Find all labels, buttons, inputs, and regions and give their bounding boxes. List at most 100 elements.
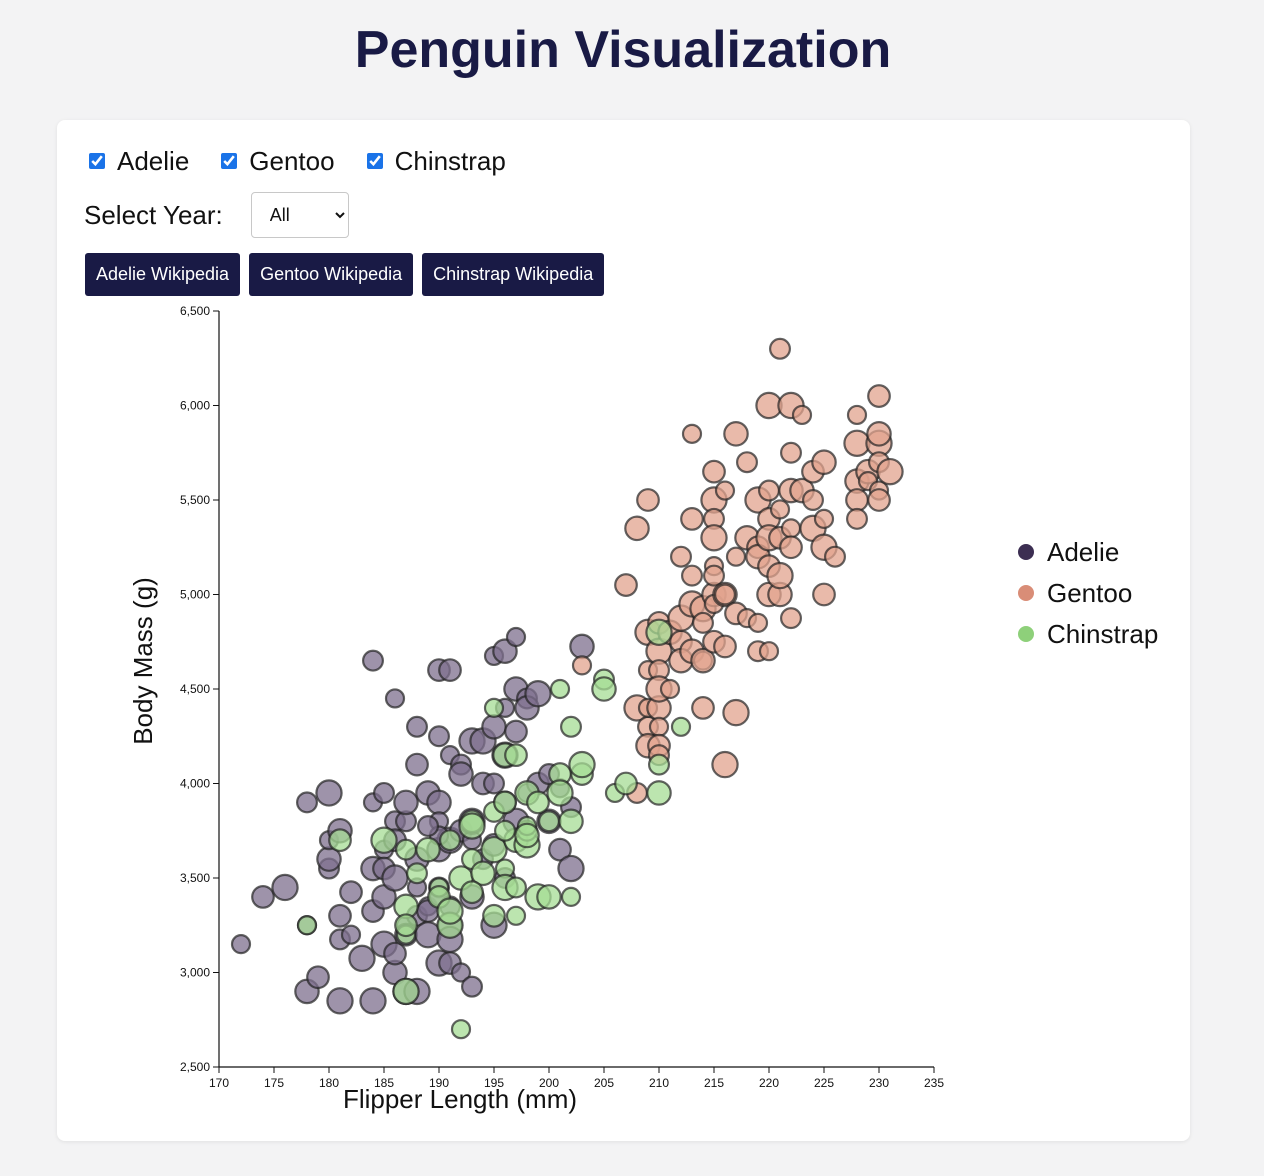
gentoo-point[interactable] (571, 655, 593, 676)
chinstrap-point[interactable] (480, 835, 508, 864)
adelie-point[interactable] (340, 924, 362, 945)
adelie-point[interactable] (505, 626, 527, 648)
gentoo-point[interactable] (768, 337, 791, 360)
gentoo-point[interactable] (801, 489, 824, 512)
adelie-point[interactable] (373, 781, 396, 804)
adelie-point[interactable] (438, 658, 462, 682)
adelie-point[interactable] (328, 903, 352, 928)
chinstrap-point[interactable] (505, 876, 528, 899)
adelie-point[interactable] (326, 987, 354, 1015)
chinstrap-point[interactable] (568, 750, 596, 779)
gentoo-point[interactable] (659, 678, 681, 700)
adelie-point[interactable] (405, 752, 429, 777)
adelie-point[interactable] (306, 965, 330, 990)
adelie-point[interactable] (483, 772, 506, 795)
chinstrap-point[interactable] (647, 753, 670, 776)
chinstrap-point[interactable] (483, 697, 505, 719)
gentoo-point[interactable] (680, 507, 704, 531)
gentoo-point[interactable] (823, 545, 846, 568)
adelie-point[interactable] (384, 688, 406, 709)
adelie-point[interactable] (450, 962, 472, 983)
adelie-point[interactable] (557, 854, 585, 883)
chinstrap-checkbox[interactable] (366, 153, 383, 169)
chinstrap-point[interactable] (670, 716, 692, 737)
adelie-point[interactable] (381, 864, 409, 892)
gentoo-point[interactable] (747, 612, 769, 633)
gentoo-point[interactable] (866, 421, 892, 447)
adelie-point[interactable] (362, 649, 385, 672)
gentoo-point[interactable] (680, 564, 703, 587)
chinstrap-point[interactable] (646, 780, 672, 806)
chinstrap-point[interactable] (560, 886, 582, 908)
chinstrap-point[interactable] (415, 836, 441, 863)
chinstrap-point[interactable] (395, 838, 418, 861)
adelie-point[interactable] (315, 779, 343, 807)
gentoo-point[interactable] (735, 451, 758, 474)
adelie-point[interactable] (448, 761, 474, 787)
chinstrap-point[interactable] (493, 790, 517, 815)
adelie-point[interactable] (339, 880, 363, 905)
gentoo-point[interactable] (614, 573, 638, 597)
gentoo-point[interactable] (669, 545, 692, 568)
chinstrap-point[interactable] (436, 897, 464, 925)
gentoo-point[interactable] (713, 634, 737, 659)
gentoo-point[interactable] (624, 515, 650, 542)
adelie-point[interactable] (524, 680, 552, 708)
gentoo-point[interactable] (636, 488, 660, 512)
gentoo-point[interactable] (813, 508, 835, 529)
chinstrap-point[interactable] (505, 905, 527, 926)
gentoo-wikipedia-button[interactable]: Gentoo Wikipedia (249, 253, 414, 296)
chinstrap-point[interactable] (645, 618, 673, 646)
adelie-point[interactable] (230, 934, 252, 955)
gentoo-point[interactable] (876, 457, 904, 486)
chinstrap-point[interactable] (526, 790, 550, 815)
gentoo-point[interactable] (779, 441, 802, 464)
gentoo-checkbox[interactable] (221, 153, 238, 169)
chinstrap-point[interactable] (460, 880, 484, 905)
chinstrap-point[interactable] (450, 1019, 472, 1040)
gentoo-point[interactable] (812, 582, 836, 607)
gentoo-point[interactable] (846, 404, 868, 426)
chinstrap-point[interactable] (514, 822, 540, 849)
gentoo-point[interactable] (723, 421, 749, 447)
adelie-point[interactable] (393, 789, 419, 816)
filter-chinstrap[interactable]: Chinstrap (365, 146, 506, 177)
gentoo-point[interactable] (700, 524, 728, 552)
adelie-point[interactable] (461, 975, 484, 998)
adelie-point[interactable] (359, 987, 387, 1015)
chinstrap-point[interactable] (406, 862, 429, 885)
gentoo-point[interactable] (725, 546, 747, 567)
filter-adelie[interactable]: Adelie (87, 146, 189, 177)
adelie-point[interactable] (569, 633, 595, 660)
gentoo-point[interactable] (780, 518, 802, 539)
chinstrap-point[interactable] (560, 715, 583, 738)
chinstrap-point[interactable] (370, 826, 398, 854)
adelie-point[interactable] (417, 815, 440, 838)
gentoo-point[interactable] (779, 607, 802, 630)
gentoo-point[interactable] (681, 423, 703, 444)
filter-gentoo[interactable]: Gentoo (219, 146, 335, 177)
chinstrap-point[interactable] (504, 743, 528, 768)
adelie-point[interactable] (383, 941, 407, 966)
gentoo-point[interactable] (769, 499, 791, 520)
adelie-point[interactable] (481, 713, 507, 740)
chinstrap-point[interactable] (558, 808, 584, 835)
gentoo-point[interactable] (702, 459, 726, 484)
adelie-checkbox[interactable] (89, 153, 105, 169)
chinstrap-point[interactable] (538, 810, 561, 833)
chinstrap-point[interactable] (494, 819, 517, 842)
chinstrap-point[interactable] (546, 779, 574, 807)
gentoo-point[interactable] (779, 535, 803, 560)
chinstrap-point[interactable] (591, 676, 617, 702)
chinstrap-point[interactable] (439, 829, 462, 852)
adelie-wikipedia-button[interactable]: Adelie Wikipedia (85, 253, 241, 296)
year-select[interactable]: All (250, 192, 349, 238)
gentoo-point[interactable] (702, 564, 725, 587)
gentoo-point[interactable] (845, 488, 869, 512)
adelie-point[interactable] (428, 725, 451, 748)
adelie-point[interactable] (406, 715, 429, 738)
gentoo-point[interactable] (758, 641, 780, 662)
chinstrap-point[interactable] (470, 860, 496, 887)
gentoo-point[interactable] (691, 611, 714, 634)
chinstrap-point[interactable] (549, 678, 571, 700)
